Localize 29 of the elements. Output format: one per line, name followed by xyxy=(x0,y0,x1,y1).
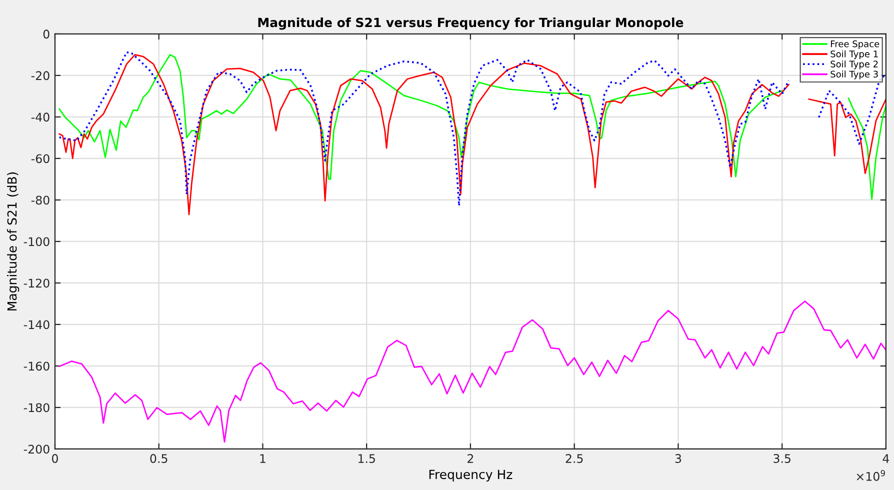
y-tick-label: -80 xyxy=(31,196,50,205)
x-tick-label: 1.5 xyxy=(358,454,375,463)
x-tick-label: 1 xyxy=(260,454,266,463)
y-tick-label: 0 xyxy=(43,30,50,39)
x-tick-label: 0 xyxy=(52,454,58,463)
y-tick-label: -100 xyxy=(24,237,50,246)
y-tick-label: -60 xyxy=(31,154,50,164)
text: ×10$^{9}$ xyxy=(856,470,885,481)
y-tick-label: -120 xyxy=(24,278,50,288)
y-tick-label: -20 xyxy=(31,71,50,80)
y-tick-label: -40 xyxy=(31,112,50,122)
x-tick-label: 2 xyxy=(468,454,474,463)
x-tick-label: 2.5 xyxy=(566,454,583,463)
y-tick-label: -180 xyxy=(24,403,50,412)
x-axis-title: Frequency Hz xyxy=(429,470,512,482)
line-series xyxy=(58,300,886,443)
x-tick-label: 0.5 xyxy=(150,454,168,463)
x-tick-label: 3.5 xyxy=(774,454,790,463)
y-axis-title: Magnitude of S21 (dB) xyxy=(7,172,20,310)
y-tick-label: -200 xyxy=(24,444,50,454)
chart-title: Magnitude of S21 versus Frequency for Triangular Monopole xyxy=(258,18,684,30)
legend-label: Soil Type 2 xyxy=(830,60,878,70)
legend-label: Soil Type 1 xyxy=(830,50,878,60)
x-tick-label: 4 xyxy=(882,454,890,463)
legend-label: Soil Type 3 xyxy=(830,70,878,80)
x-tick-label: 3 xyxy=(675,454,682,463)
y-tick-label: -140 xyxy=(24,320,50,330)
y-tick-label: -160 xyxy=(24,362,50,371)
legend-label: Free Space xyxy=(830,40,880,50)
